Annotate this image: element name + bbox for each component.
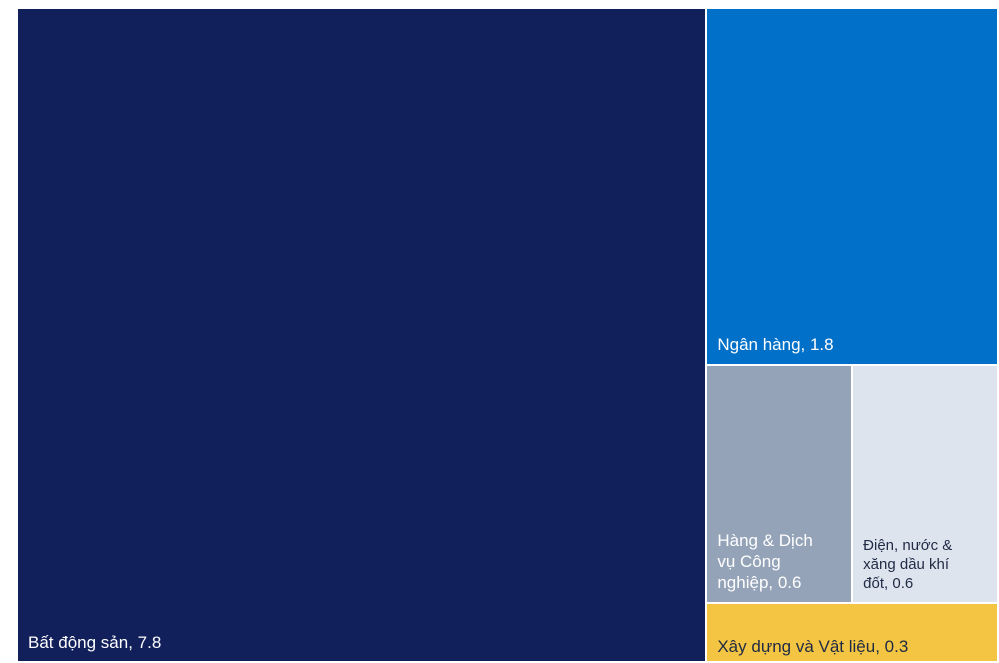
treemap-tile-xay-dung-vat-lieu: Xây dựng và Vật liệu, 0.3 <box>707 603 999 663</box>
treemap-label-xay-dung-vat-lieu: Xây dựng và Vật liệu, 0.3 <box>717 636 909 656</box>
treemap-chart: Bất động sản, 7.8 Ngân hàng, 1.8 Hàng & Dị… <box>18 9 999 663</box>
treemap-label-bat-dong-san: Bất động sản, 7.8 <box>28 632 162 652</box>
treemap-label-hang-dich-vu-cong-nghiep: Hàng & Dịch vụ Công nghiệp, 0.6 <box>717 530 813 593</box>
treemap-tile-ngan-hang: Ngân hàng, 1.8 <box>707 9 999 366</box>
treemap-label-ngan-hang: Ngân hàng, 1.8 <box>717 335 834 355</box>
treemap-label-dien-nuoc-xang-dau: Điện, nước & xăng dầu khí đốt, 0.6 <box>863 537 953 592</box>
treemap-tile-bat-dong-san: Bất động sản, 7.8 <box>18 9 708 663</box>
treemap-tile-dien-nuoc-xang-dau: Điện, nước & xăng dầu khí đốt, 0.6 <box>853 365 999 604</box>
treemap-tile-hang-dich-vu-cong-nghiep: Hàng & Dịch vụ Công nghiệp, 0.6 <box>707 365 854 604</box>
